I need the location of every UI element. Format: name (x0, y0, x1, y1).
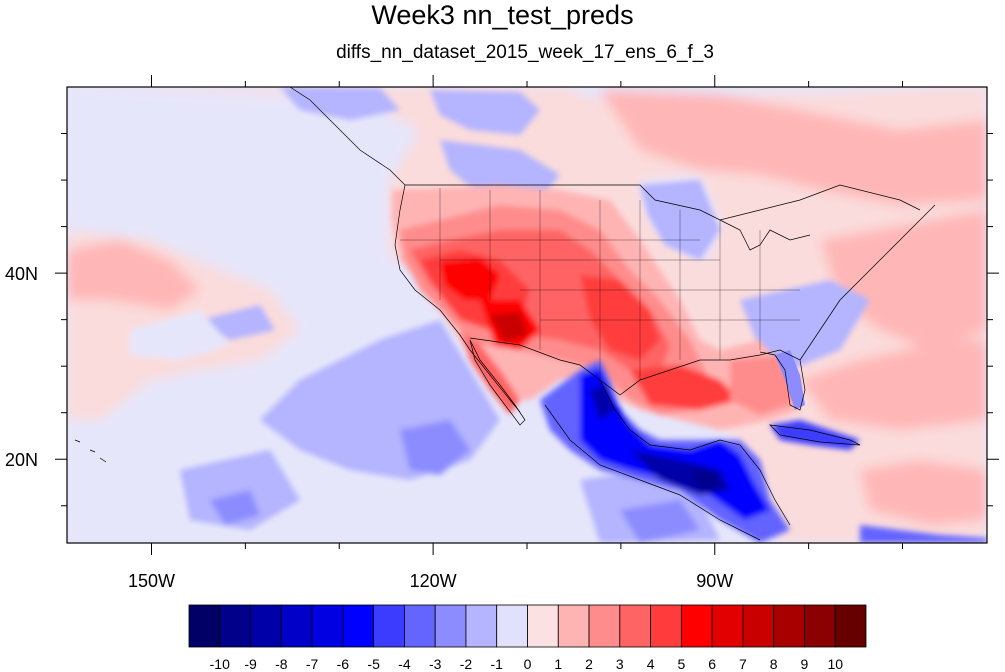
anomaly-region (67, 87, 987, 543)
colorbar-label: 7 (739, 656, 747, 672)
colorbar-label: -4 (398, 656, 411, 672)
anomaly-region (430, 90, 540, 135)
y-axis: 40N 20N (5, 133, 999, 507)
colorbar-label: -6 (337, 656, 350, 672)
colorbar-box (557, 604, 590, 648)
colorbar-box (188, 604, 221, 648)
colorbar-box (280, 604, 313, 648)
colorbar-label: 0 (524, 656, 532, 672)
anomaly-region (800, 340, 987, 430)
anomaly-region (820, 210, 987, 350)
colorbar-label: -5 (367, 656, 380, 672)
x-tick-label: 120W (410, 571, 457, 591)
x-tick-label: 150W (128, 571, 175, 591)
colorbar-box (373, 604, 405, 648)
colorbar-box (804, 604, 836, 648)
x-axis: 150W 120W 90W (128, 75, 904, 591)
colorbar-label: 2 (585, 656, 593, 672)
colorbar-label: 5 (677, 656, 685, 672)
colorbar-label: -10 (210, 656, 230, 672)
colorbar-box (527, 604, 559, 648)
state-borders (400, 188, 800, 380)
colorbar-label: 1 (554, 656, 562, 672)
anomaly-region (620, 500, 700, 543)
colorbar-label: -9 (244, 656, 257, 672)
colorbar-label: 9 (801, 656, 809, 672)
colorbar-box (680, 604, 713, 648)
colorbar-box (588, 604, 621, 648)
anomaly-region (210, 490, 260, 525)
anomaly-region (740, 280, 870, 370)
colorbar-label: -2 (460, 656, 473, 672)
colorbar-box (711, 604, 744, 648)
anomaly-region (775, 350, 805, 410)
map-area (67, 87, 987, 543)
colorbar-box (650, 604, 682, 648)
colorbar-box (311, 604, 344, 648)
anomaly-region (690, 470, 720, 490)
chart-title: Week3 nn_test_preds (371, 0, 634, 30)
colorbar-label: -3 (429, 656, 442, 672)
anomaly-region (490, 312, 528, 342)
chart-subtitle: diffs_nn_dataset_2015_week_17_ens_6_f_3 (336, 42, 714, 63)
anomaly-region (280, 87, 400, 120)
colorbar-label: -1 (491, 656, 504, 672)
anomaly-region (130, 310, 230, 360)
anomaly-region (440, 258, 500, 300)
anomaly-region (860, 460, 987, 525)
colorbar-label: -8 (275, 656, 288, 672)
colorbar-box (434, 604, 467, 648)
x-tick-label: 90W (696, 571, 733, 591)
colorbar-box (465, 604, 498, 648)
colorbar-box (496, 604, 528, 648)
y-tick-label: 20N (5, 450, 38, 470)
colorbar-box (250, 604, 282, 648)
colorbar-box (219, 604, 251, 648)
colorbar-box (342, 604, 375, 648)
colorbar-label: 8 (770, 656, 778, 672)
colorbar-label: 3 (616, 656, 624, 672)
anomaly-region (630, 365, 740, 410)
colorbar: -10 -9 -8 -7 -6 -5 -4 -3 -2 -1 0 1 2 3 4 5 6 7 8 9 10 (188, 604, 867, 672)
colorbar-label: 4 (647, 656, 655, 672)
colorbar-box (742, 604, 775, 648)
coastlines (74, 87, 936, 541)
anomaly-region (200, 305, 275, 340)
anomaly-region (180, 450, 300, 530)
anomaly-region (860, 525, 987, 543)
anomaly-region (600, 90, 987, 205)
colorbar-box (404, 604, 436, 648)
colorbar-label: 10 (827, 656, 843, 672)
colorbar-label: 6 (708, 656, 716, 672)
anomaly-region (590, 385, 615, 420)
anomaly-region (400, 420, 470, 475)
colorbar-label: -7 (306, 656, 319, 672)
colorbar-box (619, 604, 651, 648)
anomaly-region (67, 240, 200, 310)
colorbar-box (834, 604, 867, 648)
y-tick-label: 40N (5, 264, 38, 284)
colorbar-box (773, 604, 805, 648)
